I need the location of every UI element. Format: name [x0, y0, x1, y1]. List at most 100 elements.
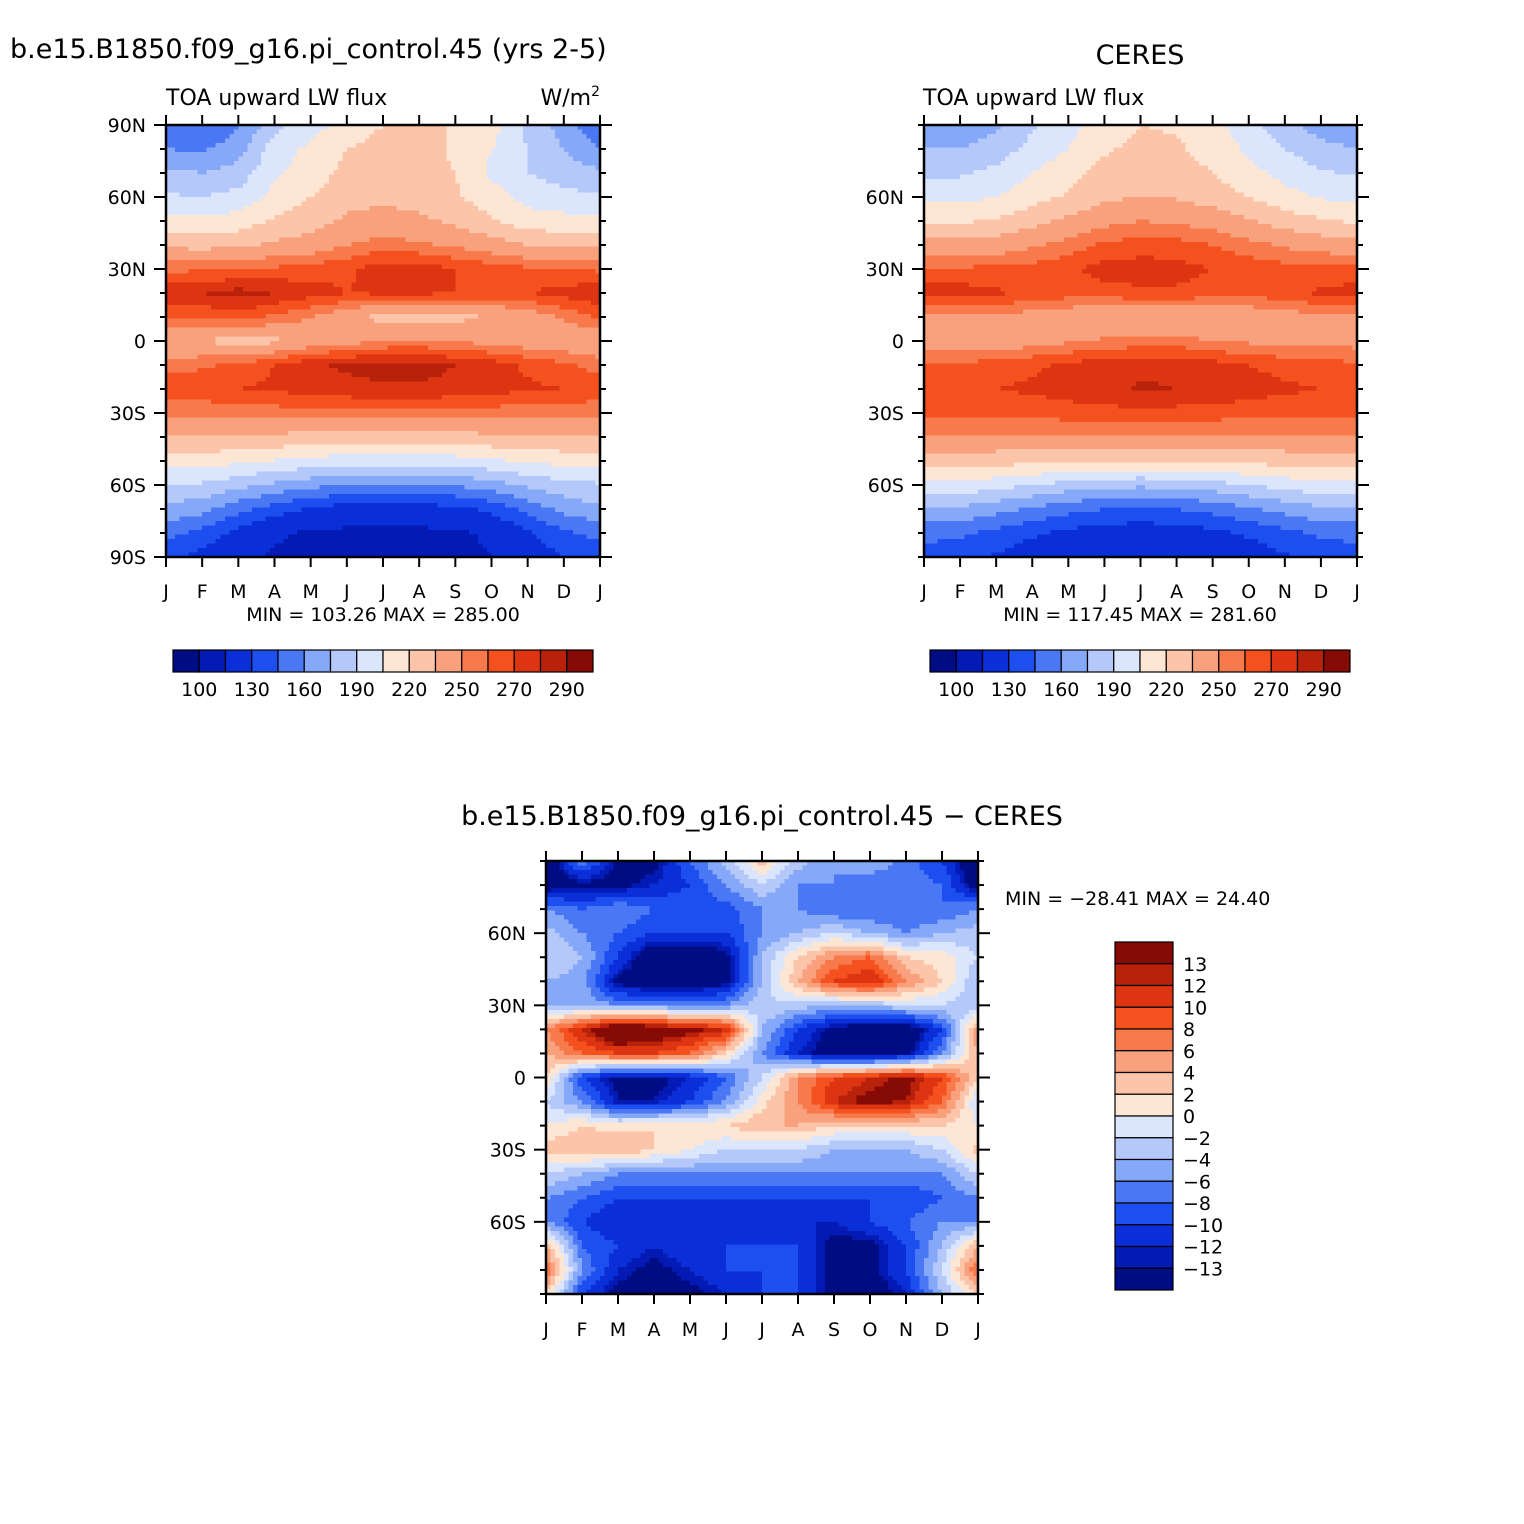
heatmap-cell — [545, 233, 551, 239]
heatmap-cell — [437, 224, 443, 230]
heatmap-cell — [279, 242, 285, 248]
heatmap-cell — [586, 251, 592, 257]
heatmap-cell — [437, 309, 443, 315]
heatmap-cell — [419, 161, 425, 167]
heatmap-cell — [256, 300, 262, 306]
heatmap-cell — [568, 143, 574, 149]
heatmap-cell — [500, 165, 506, 171]
heatmap-cell — [505, 354, 511, 360]
heatmap-cell — [333, 251, 339, 257]
heatmap-cell — [256, 219, 262, 225]
heatmap-cell — [518, 161, 524, 167]
heatmap-cell — [401, 287, 407, 293]
heatmap-cell — [437, 192, 443, 198]
heatmap-cell — [396, 138, 402, 144]
heatmap-cell — [328, 309, 334, 315]
heatmap-cell — [188, 210, 194, 216]
heatmap-cell — [396, 183, 402, 189]
heatmap-cell — [500, 233, 506, 239]
heatmap-cell — [333, 161, 339, 167]
heatmap-cell — [450, 170, 456, 176]
heatmap-cell — [310, 125, 316, 131]
heatmap-cell — [184, 278, 190, 284]
heatmap-cell — [215, 138, 221, 144]
heatmap-cell — [455, 242, 461, 248]
heatmap-cell — [518, 309, 524, 315]
heatmap-cell — [523, 161, 529, 167]
heatmap-cell — [532, 345, 538, 351]
heatmap-cell — [532, 260, 538, 266]
heatmap-cell — [577, 345, 583, 351]
heatmap-cell — [441, 228, 447, 234]
heatmap-cell — [473, 287, 479, 293]
heatmap-cell — [215, 197, 221, 203]
heatmap-cell — [324, 264, 330, 270]
heatmap-cell — [518, 165, 524, 171]
heatmap-cell — [346, 255, 352, 261]
heatmap-cell — [260, 165, 267, 171]
heatmap-cell — [500, 179, 506, 185]
heatmap-cell — [419, 237, 425, 243]
heatmap-cell — [193, 210, 199, 216]
heatmap-cell — [224, 251, 230, 257]
heatmap-cell — [459, 183, 465, 189]
heatmap-cell — [279, 233, 285, 239]
heatmap-cell — [387, 291, 393, 297]
heatmap-cell — [541, 345, 547, 351]
heatmap-cell — [590, 246, 597, 252]
heatmap-cell — [179, 210, 185, 216]
heatmap-cell — [220, 246, 226, 252]
heatmap-cell — [337, 350, 343, 356]
heatmap-cell — [509, 197, 515, 203]
heatmap-cell — [184, 246, 190, 252]
heatmap-cell — [328, 233, 334, 239]
heatmap-cell — [541, 156, 547, 162]
heatmap-cell — [260, 174, 267, 180]
heatmap-cell — [211, 255, 217, 261]
heatmap-cell — [545, 152, 551, 158]
heatmap-cell — [432, 282, 438, 288]
heatmap-cell — [184, 161, 190, 167]
heatmap-cell — [170, 134, 176, 140]
heatmap-cell — [432, 246, 438, 252]
heatmap-cell — [459, 260, 465, 266]
heatmap-cell — [333, 314, 339, 320]
heatmap-cell — [224, 170, 230, 176]
heatmap-cell — [315, 264, 321, 270]
heatmap-cell — [509, 215, 515, 221]
heatmap-cell — [396, 300, 402, 306]
heatmap-cell — [545, 188, 551, 194]
heatmap-cell — [238, 273, 244, 279]
heatmap-cell — [337, 287, 343, 293]
heatmap-cell — [405, 341, 411, 347]
heatmap-cell — [193, 147, 199, 153]
heatmap-cell — [545, 309, 551, 315]
heatmap-cell — [315, 251, 321, 257]
heatmap-cell — [396, 147, 402, 153]
heatmap-cell — [251, 165, 258, 171]
heatmap-cell — [468, 354, 475, 360]
heatmap-cell — [306, 152, 312, 158]
heatmap-cell — [595, 273, 601, 279]
heatmap-cell — [468, 260, 475, 266]
heatmap-cell — [324, 287, 330, 293]
heatmap-cell — [220, 156, 226, 162]
heatmap-cell — [572, 350, 578, 356]
heatmap-cell — [518, 323, 524, 329]
heatmap-cell — [496, 291, 502, 297]
heatmap-cell — [229, 341, 235, 347]
heatmap-cell — [527, 183, 533, 189]
heatmap-cell — [496, 170, 502, 176]
heatmap-cell — [523, 323, 529, 329]
heatmap-cell — [532, 188, 538, 194]
heatmap-cell — [473, 125, 479, 131]
heatmap-cell — [554, 345, 560, 351]
heatmap-cell — [554, 233, 560, 239]
heatmap-cell — [509, 192, 515, 198]
heatmap-cell — [563, 242, 569, 248]
heatmap-cell — [410, 237, 416, 243]
heatmap-cell — [256, 143, 262, 149]
heatmap-cell — [482, 219, 488, 225]
heatmap-cell — [184, 287, 190, 293]
heatmap-cell — [505, 143, 511, 149]
